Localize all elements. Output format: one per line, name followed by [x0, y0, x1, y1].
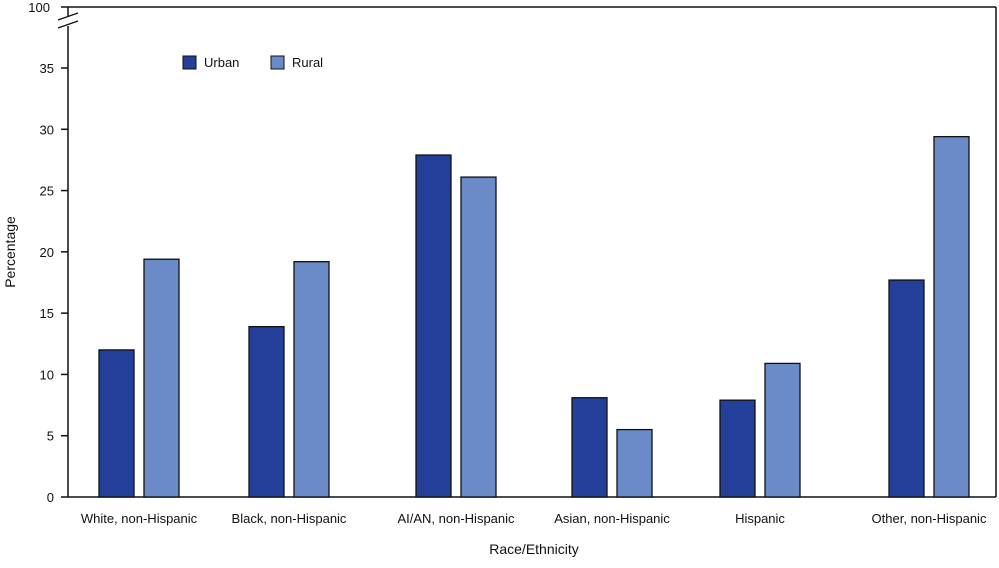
- y-tick-label: 35: [40, 61, 54, 76]
- axis-break-mark: [57, 12, 79, 21]
- bar-rural: [143, 258, 180, 498]
- bar-rural: [764, 362, 801, 498]
- bar-urban: [888, 279, 925, 498]
- x-tick-label: AI/AN, non-Hispanic: [397, 511, 515, 526]
- bars: [98, 135, 970, 498]
- legend-label-rural: Rural: [292, 55, 323, 70]
- x-tick-label: Asian, non-Hispanic: [554, 511, 670, 526]
- x-tick-label: Other, non-Hispanic: [872, 511, 987, 526]
- bar-urban: [571, 397, 608, 498]
- legend-label-urban: Urban: [204, 55, 239, 70]
- y-tick-label: 15: [40, 306, 54, 321]
- y-tick-label: 30: [40, 122, 54, 137]
- y-axis-label: Percentage: [2, 216, 18, 288]
- bar-urban: [415, 154, 452, 498]
- x-tick-label: Black, non-Hispanic: [232, 511, 347, 526]
- legend-swatch-rural: [270, 55, 285, 70]
- x-axis-label: Race/Ethnicity: [489, 541, 578, 557]
- bar-rural: [616, 428, 653, 498]
- y-tick-label: 20: [40, 245, 54, 260]
- y-tick-label: 25: [40, 184, 54, 199]
- y-tick-label: 100: [28, 0, 50, 15]
- x-tick-label: Hispanic: [735, 511, 785, 526]
- bar-urban: [98, 349, 135, 498]
- bar-rural: [293, 261, 330, 498]
- y-tick-label: 0: [47, 490, 54, 505]
- bar-rural: [460, 176, 497, 498]
- axes: [57, 6, 997, 498]
- bar-urban: [719, 399, 756, 498]
- x-tick-labels: White, non-Hispanic Black, non-Hispanic AI…: [81, 511, 987, 526]
- legend-swatch-urban: [182, 55, 197, 70]
- axis-break-mark: [57, 20, 79, 29]
- bar-rural: [933, 135, 970, 498]
- x-tick-label: White, non-Hispanic: [81, 511, 198, 526]
- y-ticks: 100 0 5 10 15 20 25 30 35: [28, 0, 68, 505]
- y-tick-label: 5: [47, 429, 54, 444]
- legend: Urban Rural: [182, 55, 323, 70]
- y-tick-label: 10: [40, 367, 54, 382]
- bar-urban: [248, 325, 285, 498]
